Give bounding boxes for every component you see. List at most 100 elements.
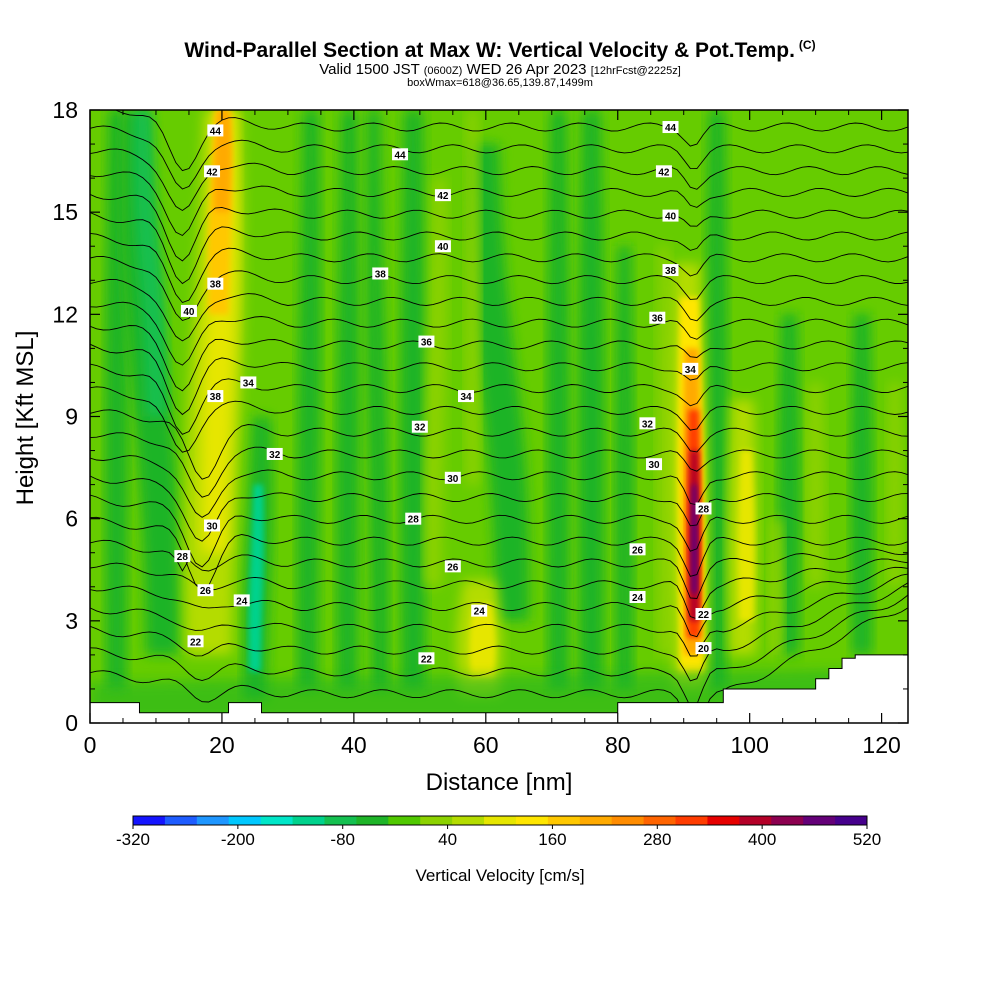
isentrope-line [90,432,908,498]
isentrope-labels: 44 42 40 38 38 34 32 30 28 26 24 22 44 42 40 38 36 34 32 30… [174,121,712,665]
isentrope-contours [90,110,908,714]
isentrope-label-text: 32 [642,419,654,430]
colorbar-tick-label: -80 [330,830,355,849]
isentrope-label: 28 [174,550,191,563]
isentrope-label-text: 30 [206,521,218,532]
isentrope-label-text: 26 [632,545,644,556]
isentrope-label-text: 28 [177,552,189,563]
isentrope-label: 22 [187,635,204,648]
copyright-mark: (C) [798,38,816,52]
isentrope-label-text: 42 [206,167,218,178]
isentrope-line [90,278,908,342]
isentrope-label-box [372,267,389,280]
isentrope-line [90,409,908,480]
isentrope-label: 28 [695,502,712,515]
isentrope-label-box [405,512,422,525]
isentrope-label-box [207,124,224,137]
isentrope-label-box [418,652,435,665]
isentrope-label-box [204,519,221,532]
isentrope-label: 20 [695,642,712,655]
isentrope-label-box [695,502,712,515]
isentrope-label: 38 [662,264,679,277]
colorbar-tick-label: 160 [538,830,566,849]
colorbar-tick-label: 520 [853,830,881,849]
colorbar: -320 -200 -80 40 160 280 400 520 [116,815,881,849]
colorbar-swatch [324,816,357,825]
updraft-region [887,382,903,587]
isentrope-label: 42 [434,189,451,202]
downdraft-region [615,246,634,689]
isentrope-label-text: 40 [665,212,677,223]
isentrope-line [90,594,908,707]
updraft-region [690,484,698,594]
downdraft-region [471,144,529,621]
isentrope-line [90,539,908,599]
isentrope-label: 44 [662,121,679,134]
isentrope-label-text: 34 [243,378,255,389]
colorbar-swatch [164,816,198,825]
colorbar-swatch [739,816,772,825]
colorbar-swatch [611,816,645,825]
isentrope-label: 40 [180,304,197,318]
isentrope-label-box [240,376,257,389]
isentrope-label: 34 [458,390,475,403]
x-tick-label: 0 [84,732,97,758]
isentrope-label-box [649,311,666,324]
isentrope-label-box [639,417,656,430]
isentrope-label: 38 [372,267,389,280]
isentrope-line [90,566,908,638]
isentrope-line [90,171,908,237]
colorbar-tick-label: -320 [116,830,150,849]
colorbar-swatch [388,816,421,825]
colorbar-swatch [835,816,868,825]
isentrope-label-box [434,240,451,253]
downdraft-region [134,110,167,417]
isentrope-label-text: 24 [632,593,644,604]
terrain-shape [90,654,908,723]
isentrope-label: 24 [233,594,250,607]
isentrope-label-box [187,635,204,648]
isentrope-label: 34 [240,376,257,389]
chart-subtitle: Valid 1500 JST (0600Z) WED 26 Apr 2023 [… [0,61,1000,78]
forecast-info: [12hrFcst@2225z] [590,65,681,77]
isentrope-label-box [471,604,488,617]
isentrope-label: 40 [662,209,679,223]
isentrope-label: 36 [418,335,435,349]
y-tick-label: 12 [52,301,78,327]
colorbar-swatch [260,816,294,825]
isentrope-line [90,148,908,212]
colorbar-swatch [292,816,325,825]
isentrope-line [90,363,908,435]
isentrope-line [114,110,908,172]
isentrope-label-box [662,264,679,277]
isentrope-label: 32 [266,447,283,461]
colorbar-frame [132,815,868,826]
isentrope-label-box [629,590,646,603]
isentrope-label-text: 20 [698,644,710,655]
colorbar-swatch [803,816,836,825]
isentrope-label: 26 [444,560,461,573]
isentrope-label-box [662,209,679,222]
downdraft-region [336,110,360,689]
isentrope-line [90,125,908,190]
isentrope-label-text: 44 [665,123,677,134]
isentrope-label-text: 36 [652,314,664,325]
isentrope-label-text: 30 [447,474,459,485]
isentrope-label-text: 38 [210,392,222,403]
isentrope-label-box [695,608,712,621]
isentrope-label-box [266,447,283,460]
isentrope-label: 26 [629,543,646,556]
isentrope-label-text: 42 [658,167,670,178]
isentrope-label-text: 32 [269,450,281,461]
colorbar-swatch [707,816,740,825]
downdraft-region [778,314,801,655]
isentrope-label: 36 [649,311,666,325]
isentrope-label-box [444,471,461,484]
x-axis-title: Distance [nm] [426,769,573,796]
isentrope-label-box [646,458,663,471]
downdraft-region [400,110,427,689]
colorbar-swatch [675,816,708,825]
chart-title: Wind-Parallel Section at Max W: Vertical… [0,38,1000,63]
isentrope-label-text: 28 [408,515,420,526]
valid-date: WED 26 Apr 2023 [466,61,587,78]
